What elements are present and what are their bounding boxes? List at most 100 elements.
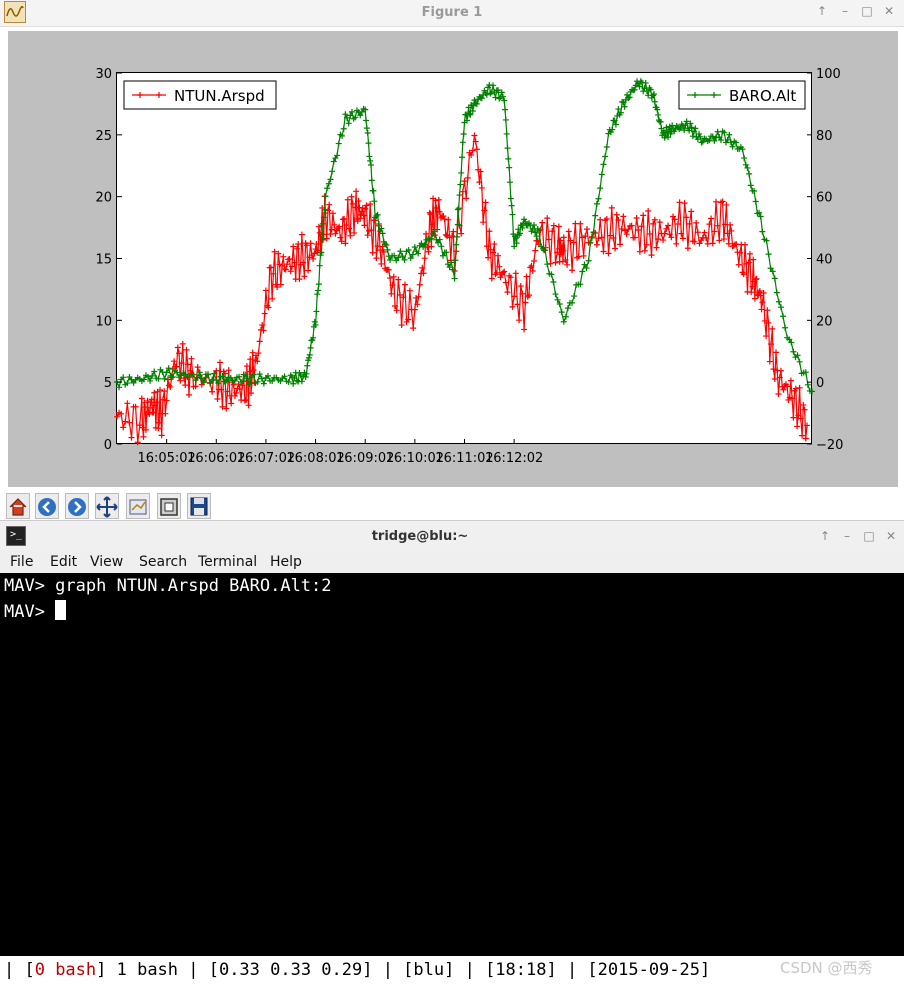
data-point — [511, 243, 518, 250]
pan-icon[interactable] — [95, 493, 119, 519]
data-point — [410, 325, 417, 332]
data-point — [347, 232, 354, 239]
data-point — [771, 275, 778, 282]
data-point — [469, 107, 476, 114]
data-point — [407, 255, 414, 262]
data-point — [585, 257, 592, 264]
y-right-tick-label: 60 — [816, 191, 833, 206]
back-icon[interactable] — [35, 493, 59, 519]
data-point — [602, 153, 609, 160]
data-point — [442, 231, 449, 238]
data-point — [295, 241, 302, 248]
data-point — [516, 317, 523, 324]
data-point — [245, 402, 252, 409]
data-point — [364, 232, 371, 239]
data-point — [788, 339, 795, 346]
menu-file[interactable]: File — [10, 554, 34, 570]
data-point — [693, 219, 700, 226]
figure-minimize-button[interactable]: – — [842, 4, 848, 18]
data-point — [683, 118, 690, 125]
data-point — [138, 395, 145, 402]
data-point — [593, 200, 600, 207]
data-point — [554, 296, 561, 303]
data-point — [486, 228, 493, 235]
data-point — [331, 221, 338, 228]
data-point — [310, 255, 317, 262]
figure-raise-button[interactable]: ↑ — [816, 4, 828, 18]
data-point — [660, 237, 667, 244]
data-point — [709, 133, 716, 140]
data-point — [631, 234, 638, 241]
data-point — [393, 307, 400, 314]
data-point — [409, 251, 416, 258]
data-point — [686, 127, 693, 134]
data-point — [406, 287, 413, 294]
figure-close-button[interactable]: ✕ — [883, 4, 895, 18]
data-point — [249, 349, 256, 356]
figure-maximize-button[interactable]: □ — [861, 4, 873, 18]
data-point — [588, 234, 595, 241]
data-point — [597, 185, 604, 192]
data-point — [324, 185, 331, 192]
data-point — [502, 106, 509, 113]
data-point — [146, 410, 153, 417]
home-icon[interactable] — [6, 493, 30, 519]
data-point — [592, 212, 599, 219]
data-point — [319, 236, 326, 243]
menu-edit[interactable]: Edit — [50, 554, 78, 570]
data-point — [205, 371, 212, 378]
data-point — [607, 232, 614, 239]
data-point — [163, 369, 170, 376]
menu-terminal[interactable]: Terminal — [198, 554, 258, 570]
data-point — [623, 231, 630, 238]
save-icon[interactable] — [187, 493, 211, 519]
data-point — [544, 215, 551, 222]
menu-help[interactable]: Help — [270, 554, 302, 570]
subplots-icon[interactable] — [126, 493, 150, 519]
terminal-prompt-line[interactable]: MAV> — [4, 600, 67, 622]
data-point — [706, 221, 713, 228]
data-point — [686, 220, 693, 227]
data-point — [439, 252, 446, 259]
data-point — [694, 229, 701, 236]
terminal-minimize-button[interactable]: – — [844, 529, 850, 543]
data-point — [151, 368, 158, 375]
legend-marker — [692, 92, 717, 98]
data-point — [478, 184, 485, 191]
data-point — [236, 373, 243, 380]
data-point — [495, 87, 502, 94]
data-point — [293, 245, 300, 252]
data-point — [194, 364, 201, 371]
x-tick-label: 16:12:02 — [485, 451, 543, 466]
configure-icon[interactable] — [157, 493, 181, 519]
terminal-output[interactable]: MAV> graph NTUN.Arspd BARO.Alt:2 MAV> — [0, 573, 904, 956]
status-active-window[interactable]: 0 bash — [34, 960, 97, 980]
data-point — [395, 276, 402, 283]
data-point — [256, 338, 263, 345]
data-point — [756, 209, 763, 216]
terminal-raise-button[interactable]: ↑ — [819, 529, 831, 543]
data-point — [305, 354, 312, 361]
data-point — [698, 139, 705, 146]
data-point — [211, 370, 218, 377]
data-point — [763, 333, 770, 340]
y-right-tick-label: 20 — [816, 314, 833, 329]
data-point — [802, 369, 809, 376]
terminal-close-button[interactable]: ✕ — [885, 529, 897, 543]
data-point — [312, 321, 319, 328]
terminal-maximize-button[interactable]: □ — [863, 529, 875, 543]
data-point — [419, 264, 426, 271]
data-point — [720, 236, 727, 243]
data-point — [653, 244, 660, 251]
forward-icon[interactable] — [65, 493, 89, 519]
menu-search[interactable]: Search — [139, 554, 188, 570]
data-point — [132, 403, 139, 410]
data-point — [709, 240, 716, 247]
data-point — [145, 373, 152, 380]
data-point — [440, 213, 447, 220]
data-point — [598, 234, 605, 241]
data-point — [256, 371, 263, 378]
data-point — [692, 125, 699, 132]
y-left-tick-label: 10 — [95, 314, 112, 329]
menu-view[interactable]: View — [90, 554, 124, 570]
